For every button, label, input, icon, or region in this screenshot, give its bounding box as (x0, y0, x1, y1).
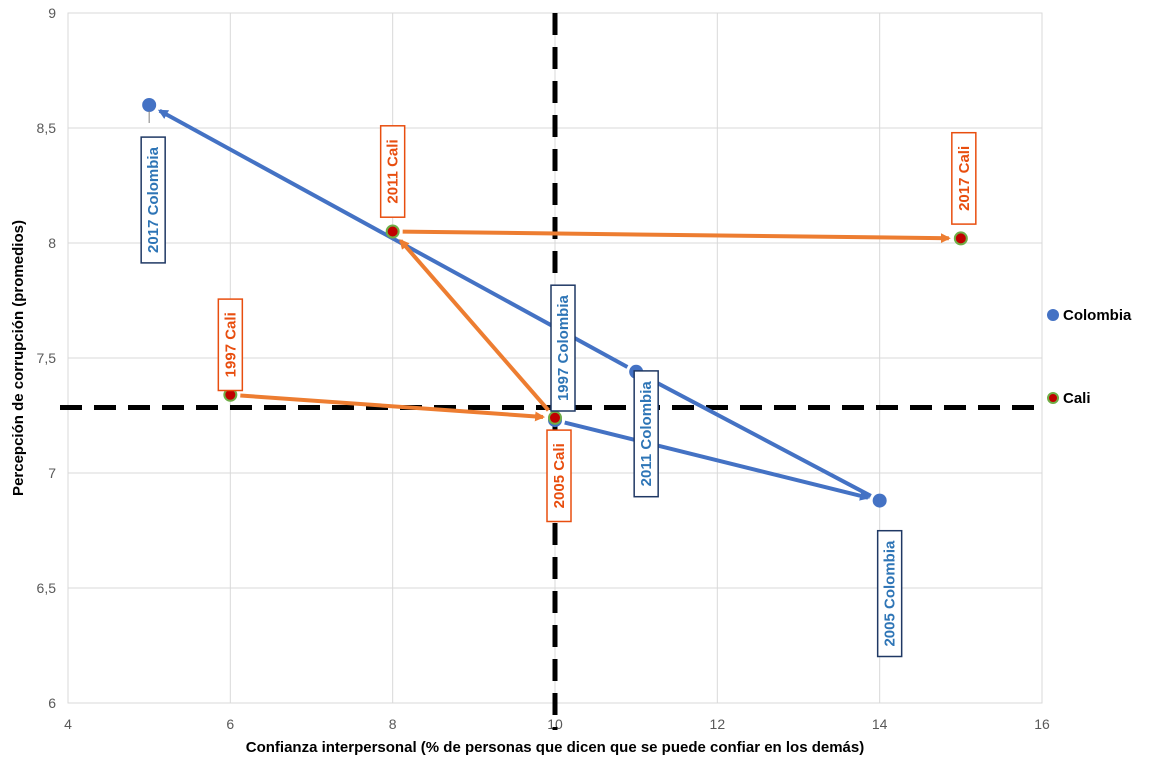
colombia-data-label-box (876, 529, 903, 658)
x-tick-label: 12 (710, 716, 726, 732)
colombia-data-label: 2017 Colombia (140, 136, 166, 264)
cali-point (385, 224, 400, 239)
cali-data-label: 2005 Cali (546, 429, 572, 523)
cali-data-label-box (546, 429, 572, 523)
colombia-data-label-text: 2005 Colombia (882, 540, 899, 647)
colombia-data-label-box (140, 136, 166, 264)
colombia-data-label-box (633, 370, 659, 498)
colombia-arrow (645, 375, 872, 498)
point-labels: 1997 Colombia 2005 Colombia 2011 Colombia 2… (140, 111, 977, 658)
cali-data-label-text: 2011 Cali (385, 139, 402, 203)
x-tick-label: 8 (389, 716, 397, 732)
legend-label-colombia: Colombia (1063, 307, 1132, 324)
legend: Colombia Cali (1047, 307, 1132, 407)
cali-data-label-box (379, 125, 406, 218)
x-tick-label: 4 (64, 716, 72, 732)
colombia-point (142, 98, 157, 112)
y-tick-label: 8,5 (37, 120, 57, 136)
cali-data-label-box (951, 131, 977, 225)
y-tick-label: 7 (48, 465, 56, 481)
x-axis-title: Confianza interpersonal (% de personas q… (246, 739, 864, 756)
cali-data-label-text: 2017 Cali (956, 146, 973, 211)
cali-arrow (402, 229, 951, 244)
colombia-data-label: 2011 Colombia (633, 370, 659, 498)
cali-arrow (399, 239, 550, 412)
y-tick-label: 7,5 (37, 350, 57, 366)
cali-data-label-text: 2005 Cali (551, 443, 568, 508)
trajectory-arrows (157, 109, 951, 501)
cali-point (953, 231, 968, 246)
x-tick-label: 10 (547, 716, 563, 732)
y-tick-label: 8 (48, 235, 56, 251)
y-axis-title: Percepción de corrupción (promedios) (10, 220, 27, 496)
colombia-point (872, 493, 887, 508)
legend-marker-colombia (1047, 309, 1059, 321)
x-tick-label: 6 (226, 716, 234, 732)
x-tick-label: 16 (1034, 716, 1050, 732)
cali-data-label-box (217, 298, 244, 392)
y-tick-label: 6 (48, 695, 56, 711)
colombia-data-label-text: 2011 Colombia (638, 381, 655, 487)
colombia-data-label: 2005 Colombia (876, 529, 903, 658)
colombia-data-label-text: 1997 Colombia (555, 295, 572, 402)
colombia-data-label: 1997 Colombia (550, 284, 576, 412)
legend-label-cali: Cali (1063, 390, 1091, 407)
legend-marker-cali (1047, 392, 1059, 404)
cali-data-label: 1997 Cali (217, 298, 244, 392)
colombia-data-label-text: 2017 Colombia (145, 146, 162, 253)
colombia-data-label-box (550, 284, 576, 412)
cali-data-label-text: 1997 Cali (222, 312, 239, 377)
y-tick-label: 9 (48, 5, 56, 21)
colombia-arrow (564, 420, 870, 501)
y-tick-label: 6,5 (37, 580, 57, 596)
colombia-arrow (157, 109, 629, 369)
cali-arrow (240, 393, 546, 422)
cali-point (548, 410, 562, 425)
cali-data-label: 2017 Cali (951, 131, 977, 225)
x-tick-label: 14 (872, 716, 888, 732)
cali-data-label: 2011 Cali (379, 125, 406, 218)
